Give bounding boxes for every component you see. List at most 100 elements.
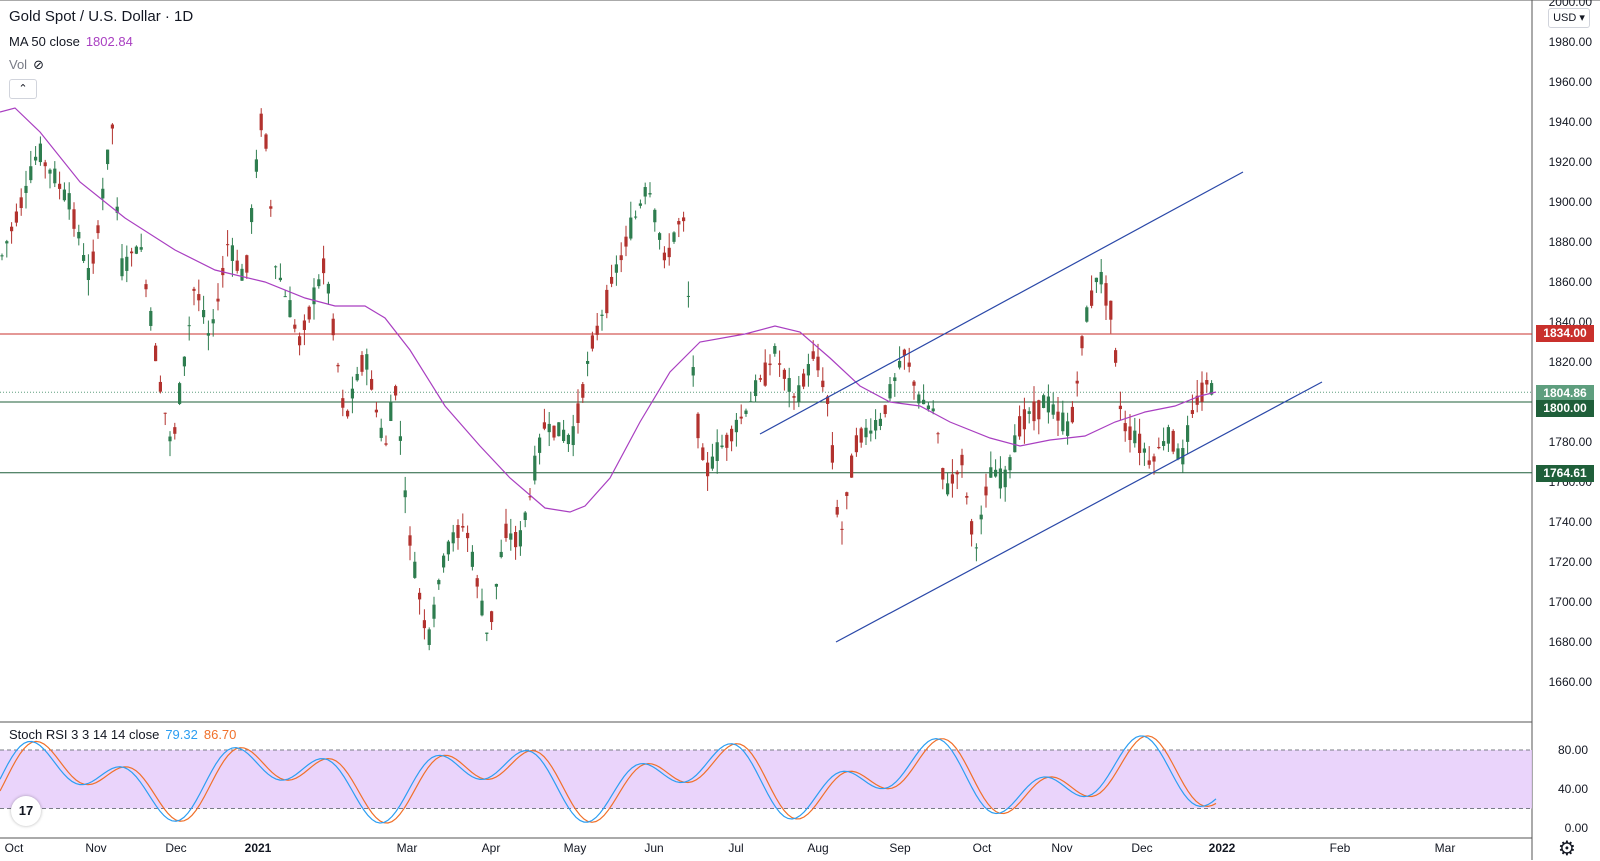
candle-body xyxy=(595,325,599,335)
candle-body xyxy=(96,225,100,234)
candle-body xyxy=(1166,427,1170,444)
last-price-tag: 1804.86 xyxy=(1536,385,1594,402)
candle-body xyxy=(403,490,407,498)
chevron-up-icon[interactable]: ⌃ xyxy=(9,79,37,99)
ma-legend[interactable]: MA 50 close 1802.84 xyxy=(9,34,139,49)
candle-body xyxy=(1114,350,1118,363)
candle-body xyxy=(14,211,18,223)
candle-body xyxy=(1094,277,1098,283)
candle-body xyxy=(1104,283,1108,306)
candle-body xyxy=(360,355,364,372)
support-price-tag: 1764.61 xyxy=(1536,465,1594,482)
time-tick-label: Aug xyxy=(807,841,828,855)
stoch-rsi-legend[interactable]: Stoch RSI 3 3 14 14 close 79.32 86.70 xyxy=(9,727,242,742)
candle-body xyxy=(346,410,350,417)
candle-body xyxy=(1123,423,1127,432)
candle-body xyxy=(432,604,436,619)
price-tick-label: 1820.00 xyxy=(1549,355,1593,369)
time-tick-label: Mar xyxy=(397,841,418,855)
candle-body xyxy=(874,420,878,431)
candle-body xyxy=(845,492,849,496)
candle-body xyxy=(542,422,546,429)
candle-body xyxy=(787,378,791,392)
candle-body xyxy=(571,426,575,446)
ma-label: MA 50 close xyxy=(9,34,80,49)
candle-body xyxy=(802,373,806,387)
stoch-d-line xyxy=(0,735,1217,824)
candle-body xyxy=(893,377,897,382)
candle-body xyxy=(1013,435,1017,453)
resistance-price-tag: 1834.00 xyxy=(1536,325,1594,342)
candle-body xyxy=(341,398,345,408)
candle-body xyxy=(1186,425,1190,442)
stoch-tick-label: 80.00 xyxy=(1558,743,1588,757)
candle-body xyxy=(634,216,638,218)
candle-body xyxy=(1066,421,1070,436)
candle-body xyxy=(902,349,906,356)
candle-body xyxy=(907,362,911,367)
candle-body xyxy=(782,369,786,379)
candle-body xyxy=(413,561,417,578)
candle-body xyxy=(514,532,518,548)
candle-body xyxy=(552,425,556,438)
candle-body xyxy=(202,309,206,318)
candle-body xyxy=(922,399,926,405)
candle-body xyxy=(192,288,196,291)
candle-body xyxy=(610,276,614,284)
candle-body xyxy=(254,159,258,172)
candle-body xyxy=(691,367,695,376)
candle-body xyxy=(317,279,321,287)
candle-body xyxy=(0,255,4,257)
time-tick-label: Dec xyxy=(165,841,186,855)
candle-body xyxy=(490,611,494,623)
candle-body xyxy=(269,206,273,209)
vol-label: Vol xyxy=(9,57,28,72)
candle-body xyxy=(24,185,28,193)
candle-body xyxy=(883,405,887,415)
candle-body xyxy=(758,378,762,380)
candle-body xyxy=(970,521,974,535)
candle-body xyxy=(418,592,422,600)
candle-body xyxy=(144,284,148,290)
candle-body xyxy=(259,113,263,131)
candle-body xyxy=(557,422,561,437)
candle-body xyxy=(562,429,566,442)
vol-legend[interactable]: Vol ⊘ xyxy=(9,57,50,73)
channel-trendline xyxy=(835,381,1323,643)
candle-body xyxy=(182,356,186,367)
candle-body xyxy=(451,532,455,544)
candle-body xyxy=(1075,380,1079,384)
candle-body xyxy=(864,427,868,438)
candle-body xyxy=(216,298,220,302)
candle-body xyxy=(1027,411,1031,414)
candle-body xyxy=(763,362,767,386)
candle-body xyxy=(1099,271,1103,285)
candle-body xyxy=(734,419,738,433)
candle-body xyxy=(1090,290,1094,306)
currency-selector[interactable]: USD ▾ xyxy=(1548,8,1590,28)
candle-body xyxy=(158,381,162,392)
time-tick-label: Nov xyxy=(1051,841,1072,855)
stoch-tick-label: 0.00 xyxy=(1565,821,1589,835)
time-tick-label: 2021 xyxy=(245,841,272,855)
candle-body xyxy=(710,456,714,469)
eye-crossed-icon[interactable]: ⊘ xyxy=(33,57,44,72)
candle-body xyxy=(293,324,297,329)
tradingview-logo[interactable]: 17 xyxy=(11,796,41,826)
gear-icon[interactable]: ⚙ xyxy=(1558,838,1576,860)
price-tick-label: 1660.00 xyxy=(1549,675,1593,689)
candle-body xyxy=(235,260,239,271)
candle-body xyxy=(504,523,508,539)
candle-body xyxy=(1200,382,1204,402)
candle-body xyxy=(547,423,551,433)
candle-body xyxy=(1210,383,1214,395)
candle-body xyxy=(581,384,585,398)
candle-body xyxy=(888,384,892,399)
candle-body xyxy=(811,351,815,359)
candle-body xyxy=(672,232,676,242)
candle-body xyxy=(566,434,570,445)
price-tick-label: 1920.00 xyxy=(1549,155,1593,169)
candle-body xyxy=(1037,400,1041,420)
candle-body xyxy=(38,143,42,163)
